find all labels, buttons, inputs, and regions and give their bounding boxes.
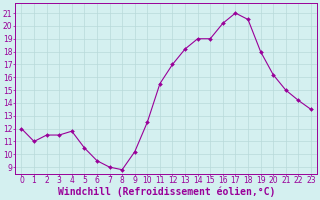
X-axis label: Windchill (Refroidissement éolien,°C): Windchill (Refroidissement éolien,°C) [58, 187, 275, 197]
